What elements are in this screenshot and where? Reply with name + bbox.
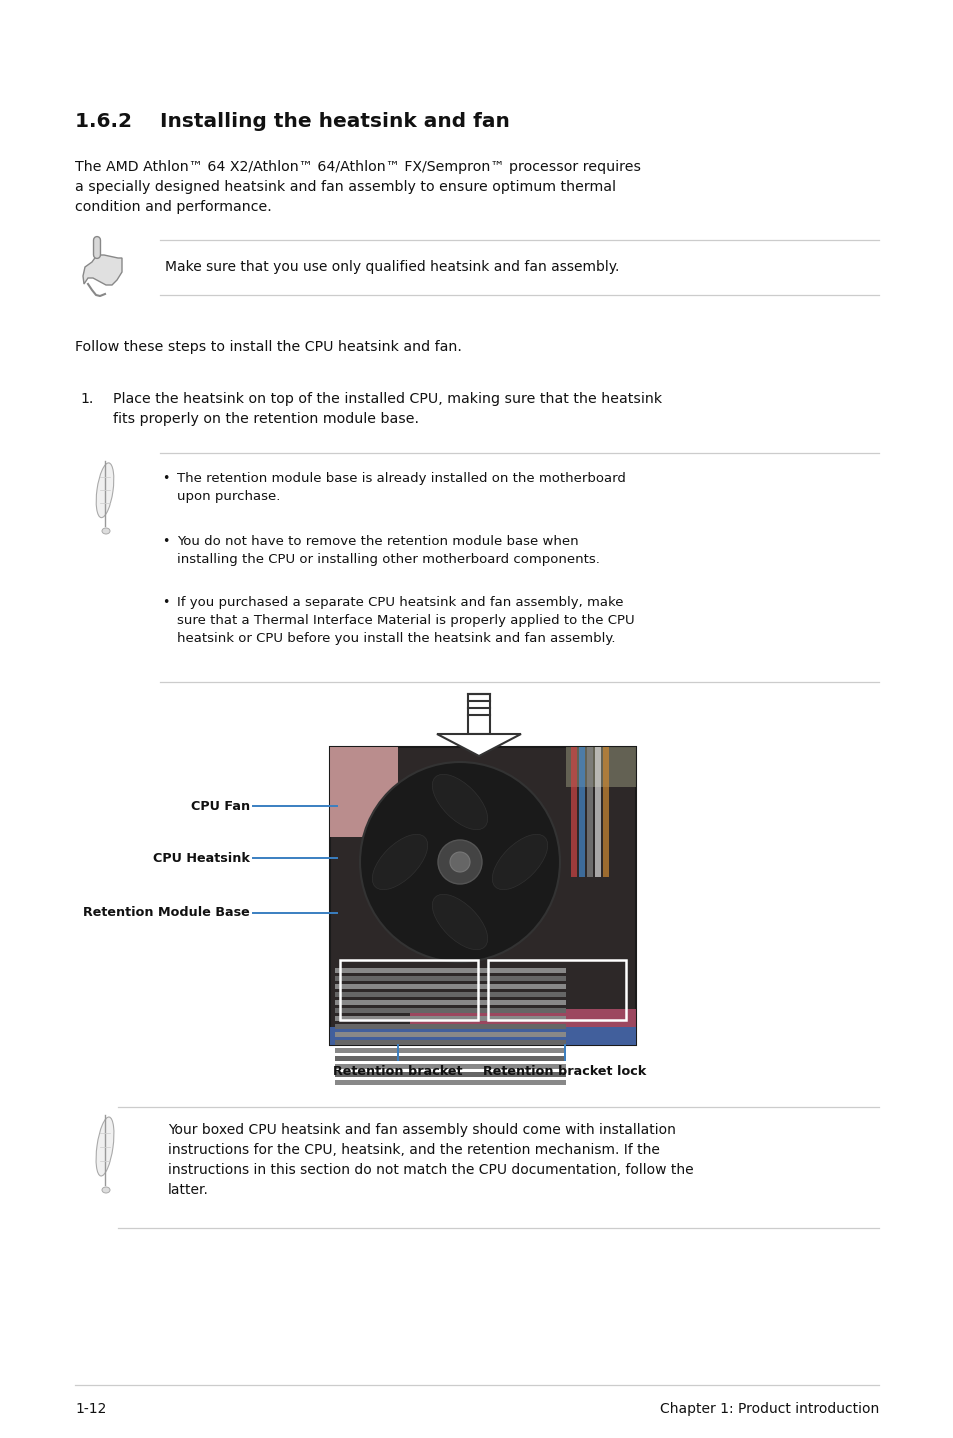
Bar — [578, 746, 584, 877]
Text: fits properly on the retention module base.: fits properly on the retention module ba… — [112, 413, 418, 426]
Bar — [335, 1071, 565, 1077]
Bar — [335, 984, 565, 989]
Bar — [335, 1008, 565, 1012]
Bar — [335, 1017, 565, 1021]
Text: If you purchased a separate CPU heatsink and fan assembly, make: If you purchased a separate CPU heatsink… — [177, 595, 623, 610]
Bar — [335, 968, 565, 974]
Bar — [468, 695, 490, 733]
Text: •: • — [162, 595, 170, 610]
Text: You do not have to remove the retention module base when: You do not have to remove the retention … — [177, 535, 578, 548]
Bar — [330, 746, 397, 837]
Bar — [335, 1064, 565, 1068]
Bar — [335, 1040, 565, 1045]
Text: 1-12: 1-12 — [75, 1402, 107, 1416]
Text: upon purchase.: upon purchase. — [177, 490, 280, 503]
Circle shape — [450, 851, 470, 871]
Text: 1.6.2    Installing the heatsink and fan: 1.6.2 Installing the heatsink and fan — [75, 112, 509, 131]
Bar — [335, 999, 565, 1005]
Ellipse shape — [102, 528, 110, 533]
Text: Your boxed CPU heatsink and fan assembly should come with installation: Your boxed CPU heatsink and fan assembly… — [168, 1123, 675, 1137]
Ellipse shape — [96, 463, 113, 518]
Bar — [410, 1009, 636, 1027]
Ellipse shape — [372, 834, 427, 890]
Text: Place the heatsink on top of the installed CPU, making sure that the heatsink: Place the heatsink on top of the install… — [112, 393, 661, 406]
Bar — [335, 1055, 565, 1061]
Bar — [595, 746, 600, 877]
Ellipse shape — [102, 1186, 110, 1194]
Bar — [330, 746, 636, 1045]
Circle shape — [437, 840, 481, 884]
Bar — [335, 1048, 565, 1053]
Text: Follow these steps to install the CPU heatsink and fan.: Follow these steps to install the CPU he… — [75, 339, 461, 354]
Ellipse shape — [96, 1117, 113, 1176]
Bar — [335, 1080, 565, 1086]
Bar — [488, 961, 625, 1020]
Bar — [571, 746, 577, 877]
Text: Retention Module Base: Retention Module Base — [83, 906, 250, 919]
Text: CPU Fan: CPU Fan — [191, 800, 250, 812]
Polygon shape — [83, 255, 122, 285]
Bar — [586, 746, 593, 877]
Ellipse shape — [432, 894, 487, 949]
Bar — [335, 1024, 565, 1030]
Text: •: • — [162, 535, 170, 548]
Ellipse shape — [492, 834, 547, 890]
Text: Make sure that you use only qualified heatsink and fan assembly.: Make sure that you use only qualified he… — [165, 260, 618, 275]
Text: heatsink or CPU before you install the heatsink and fan assembly.: heatsink or CPU before you install the h… — [177, 631, 615, 646]
Bar — [335, 1032, 565, 1037]
Text: The AMD Athlon™ 64 X2/Athlon™ 64/Athlon™ FX/Sempron™ processor requires: The AMD Athlon™ 64 X2/Athlon™ 64/Athlon™… — [75, 160, 640, 174]
Text: The retention module base is already installed on the motherboard: The retention module base is already ins… — [177, 472, 625, 485]
Text: installing the CPU or installing other motherboard components.: installing the CPU or installing other m… — [177, 554, 599, 567]
Bar — [335, 976, 565, 981]
Text: sure that a Thermal Interface Material is properly applied to the CPU: sure that a Thermal Interface Material i… — [177, 614, 634, 627]
Bar — [602, 746, 608, 877]
Text: instructions for the CPU, heatsink, and the retention mechanism. If the: instructions for the CPU, heatsink, and … — [168, 1143, 659, 1158]
Circle shape — [359, 762, 559, 962]
Text: latter.: latter. — [168, 1183, 209, 1196]
Bar — [339, 961, 477, 1020]
Text: CPU Heatsink: CPU Heatsink — [153, 851, 250, 864]
Bar — [565, 746, 636, 787]
Bar — [335, 992, 565, 997]
Text: Retention bracket: Retention bracket — [333, 1066, 462, 1078]
Text: Chapter 1: Product introduction: Chapter 1: Product introduction — [659, 1402, 878, 1416]
Text: a specially designed heatsink and fan assembly to ensure optimum thermal: a specially designed heatsink and fan as… — [75, 180, 616, 194]
Text: condition and performance.: condition and performance. — [75, 200, 272, 214]
Ellipse shape — [432, 774, 487, 830]
Text: Retention bracket lock: Retention bracket lock — [483, 1066, 646, 1078]
Text: 1.: 1. — [80, 393, 93, 406]
Text: •: • — [162, 472, 170, 485]
Bar — [330, 1027, 636, 1045]
Polygon shape — [436, 733, 520, 756]
Text: instructions in this section do not match the CPU documentation, follow the: instructions in this section do not matc… — [168, 1163, 693, 1176]
